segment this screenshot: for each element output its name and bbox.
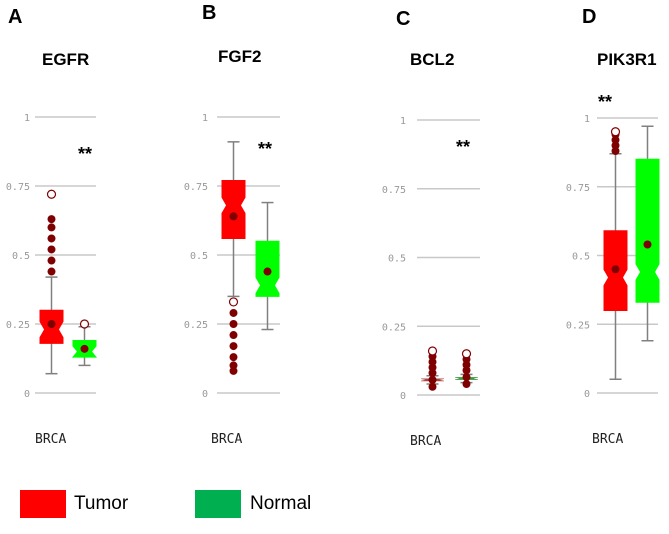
mean-point	[229, 212, 238, 221]
outlier-point	[610, 127, 621, 137]
legend-label-normal: Normal	[250, 493, 312, 514]
outlier-point	[47, 223, 56, 232]
y-tick-label: 0.5	[12, 251, 30, 262]
y-tick-label: 1	[400, 116, 406, 127]
y-tick-label: 0.25	[566, 320, 590, 331]
outlier-point	[461, 349, 472, 359]
panel-letter-c: C	[396, 8, 411, 30]
y-tick-label: 1	[202, 113, 208, 124]
outlier-point	[229, 353, 238, 362]
outlier-point	[427, 346, 438, 356]
outlier-point	[229, 308, 238, 317]
title-fgf2: FGF2	[218, 47, 262, 66]
category-label-a: BRCA	[35, 432, 67, 447]
y-tick-label: 0.75	[566, 183, 590, 194]
outlier-point	[229, 320, 238, 328]
mean-point	[80, 344, 89, 353]
legend-swatch-normal	[195, 490, 241, 518]
y-tick-label: 0.5	[190, 251, 208, 262]
outlier-point	[428, 382, 437, 391]
outlier-point	[79, 319, 90, 329]
outlier-point	[47, 234, 56, 243]
title-egfr: EGFR	[42, 50, 90, 69]
outlier-point	[47, 256, 56, 265]
y-tick-label: 0.25	[6, 320, 30, 331]
panel-letter-a: A	[8, 6, 23, 28]
y-tick-label: 0.75	[382, 185, 406, 196]
outlier-point	[47, 245, 56, 254]
box-normal	[635, 158, 660, 303]
category-label-b: BRCA	[211, 432, 243, 447]
mean-point	[428, 375, 437, 384]
panel-letter-b: B	[202, 2, 217, 24]
y-tick-label: 1	[584, 114, 590, 125]
y-tick-label: 0	[400, 391, 406, 402]
legend-label-tumor: Tumor	[74, 493, 129, 514]
outlier-point	[229, 342, 238, 351]
y-tick-label: 1	[24, 113, 30, 124]
y-tick-label: 0.75	[184, 182, 208, 193]
y-tick-label: 0.25	[382, 322, 406, 333]
outlier-point	[228, 297, 239, 307]
mean-point	[643, 240, 652, 249]
significance-marker: **	[598, 92, 612, 112]
title-pik3r1: PIK3R1	[597, 50, 657, 69]
mean-point	[611, 265, 620, 274]
outlier-point	[47, 215, 56, 224]
panel-letter-d: D	[582, 6, 597, 28]
mean-point	[263, 267, 272, 276]
y-tick-label: 0	[24, 389, 30, 400]
y-tick-label: 0	[584, 389, 590, 400]
y-tick-label: 0.5	[572, 252, 590, 263]
category-label-d: BRCA	[592, 432, 624, 447]
outlier-point	[46, 189, 57, 199]
significance-marker: **	[78, 144, 92, 164]
mean-point	[47, 320, 56, 328]
box-tumor	[221, 179, 246, 239]
significance-marker: **	[258, 139, 272, 159]
y-tick-label: 0	[202, 389, 208, 400]
significance-marker: **	[456, 137, 470, 157]
y-tick-label: 0.5	[388, 254, 406, 265]
category-label-c: BRCA	[410, 434, 442, 449]
title-bcl2: BCL2	[410, 50, 455, 69]
y-tick-label: 0.75	[6, 182, 30, 193]
legend-swatch-tumor	[20, 490, 66, 518]
outlier-point	[47, 267, 56, 276]
y-tick-label: 0.25	[184, 320, 208, 331]
outlier-point	[229, 331, 238, 340]
mean-point	[462, 373, 471, 382]
outlier-point	[229, 361, 238, 370]
outlier-point	[462, 380, 471, 388]
